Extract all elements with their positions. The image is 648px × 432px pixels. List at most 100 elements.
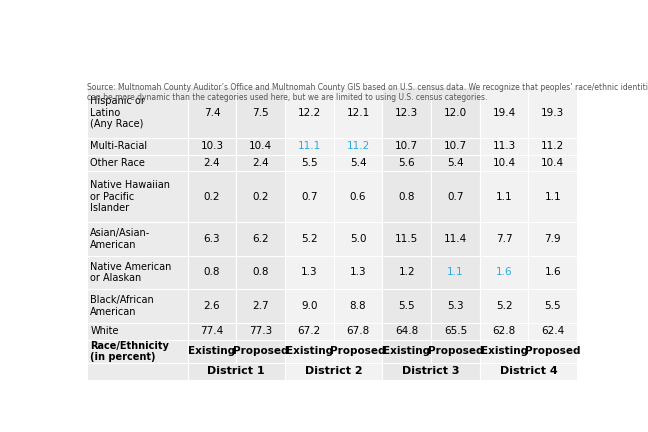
Text: 5.5: 5.5 xyxy=(544,301,561,311)
Bar xyxy=(382,363,480,380)
Text: Proposed: Proposed xyxy=(428,346,483,356)
Text: 0.7: 0.7 xyxy=(301,192,318,202)
Bar xyxy=(237,138,285,155)
Bar xyxy=(431,256,480,289)
Bar xyxy=(431,323,480,340)
Bar xyxy=(237,323,285,340)
Bar xyxy=(480,289,528,323)
Bar xyxy=(285,363,382,380)
Bar xyxy=(382,340,431,363)
Bar xyxy=(285,222,334,256)
Bar xyxy=(87,155,188,172)
Text: 1.6: 1.6 xyxy=(496,267,513,277)
Bar xyxy=(87,289,188,323)
Text: 67.8: 67.8 xyxy=(347,327,369,337)
Text: Existing: Existing xyxy=(189,346,235,356)
Text: 12.1: 12.1 xyxy=(347,108,369,118)
Text: 7.4: 7.4 xyxy=(203,108,220,118)
Text: 0.8: 0.8 xyxy=(252,267,269,277)
Bar xyxy=(382,138,431,155)
Text: 7.5: 7.5 xyxy=(252,108,269,118)
Text: 12.3: 12.3 xyxy=(395,108,419,118)
Bar xyxy=(334,323,382,340)
Text: 19.4: 19.4 xyxy=(492,108,516,118)
Bar xyxy=(480,256,528,289)
Text: 10.4: 10.4 xyxy=(249,141,272,151)
Bar xyxy=(480,363,577,380)
Text: 1.3: 1.3 xyxy=(350,267,366,277)
Bar xyxy=(87,172,188,222)
Bar xyxy=(188,340,237,363)
Text: 5.5: 5.5 xyxy=(301,158,318,168)
Text: 5.2: 5.2 xyxy=(496,301,513,311)
Bar xyxy=(237,340,285,363)
Bar xyxy=(528,289,577,323)
Text: 67.2: 67.2 xyxy=(297,327,321,337)
Text: 10.4: 10.4 xyxy=(492,158,516,168)
Bar xyxy=(382,256,431,289)
Text: 6.3: 6.3 xyxy=(203,234,220,244)
Text: Existing: Existing xyxy=(481,346,527,356)
Bar xyxy=(334,222,382,256)
Bar xyxy=(87,222,188,256)
Bar xyxy=(285,323,334,340)
Bar xyxy=(528,87,577,138)
Bar xyxy=(237,155,285,172)
Text: 5.0: 5.0 xyxy=(350,234,366,244)
Bar xyxy=(188,256,237,289)
Text: 1.1: 1.1 xyxy=(496,192,513,202)
Text: District 4: District 4 xyxy=(500,366,557,376)
Text: 11.2: 11.2 xyxy=(347,141,369,151)
Text: 5.4: 5.4 xyxy=(350,158,366,168)
Text: 7.7: 7.7 xyxy=(496,234,513,244)
Text: 65.5: 65.5 xyxy=(444,327,467,337)
Text: 11.1: 11.1 xyxy=(297,141,321,151)
Bar xyxy=(285,87,334,138)
Bar xyxy=(431,155,480,172)
Bar xyxy=(285,155,334,172)
Bar xyxy=(285,256,334,289)
Text: Proposed: Proposed xyxy=(233,346,288,356)
Bar xyxy=(334,87,382,138)
Bar xyxy=(334,155,382,172)
Bar xyxy=(528,340,577,363)
Text: 62.8: 62.8 xyxy=(492,327,516,337)
Bar xyxy=(480,222,528,256)
Bar xyxy=(334,172,382,222)
Text: 11.3: 11.3 xyxy=(492,141,516,151)
Bar xyxy=(188,87,237,138)
Text: 1.1: 1.1 xyxy=(447,267,464,277)
Text: Existing: Existing xyxy=(383,346,430,356)
Bar xyxy=(382,289,431,323)
Bar xyxy=(480,340,528,363)
Bar xyxy=(480,172,528,222)
Text: 0.6: 0.6 xyxy=(350,192,366,202)
Bar xyxy=(528,323,577,340)
Text: 11.5: 11.5 xyxy=(395,234,419,244)
Bar xyxy=(188,289,237,323)
Bar xyxy=(382,87,431,138)
Bar xyxy=(285,172,334,222)
Text: 0.2: 0.2 xyxy=(203,192,220,202)
Bar xyxy=(431,87,480,138)
Text: 9.0: 9.0 xyxy=(301,301,318,311)
Bar xyxy=(87,256,188,289)
Bar xyxy=(528,172,577,222)
Bar xyxy=(528,222,577,256)
Text: 0.2: 0.2 xyxy=(252,192,269,202)
Text: Existing: Existing xyxy=(286,346,333,356)
Text: Race/Ethnicity
(in percent): Race/Ethnicity (in percent) xyxy=(90,340,169,362)
Bar xyxy=(188,155,237,172)
Bar xyxy=(480,87,528,138)
Text: Black/African
American: Black/African American xyxy=(90,295,154,317)
Text: 5.5: 5.5 xyxy=(399,301,415,311)
Text: 2.7: 2.7 xyxy=(252,301,269,311)
Text: Asian/Asian-
American: Asian/Asian- American xyxy=(90,228,150,250)
Bar xyxy=(237,172,285,222)
Bar xyxy=(382,172,431,222)
Bar xyxy=(334,340,382,363)
Bar xyxy=(87,363,188,380)
Text: 64.8: 64.8 xyxy=(395,327,419,337)
Text: 1.1: 1.1 xyxy=(544,192,561,202)
Bar xyxy=(188,222,237,256)
